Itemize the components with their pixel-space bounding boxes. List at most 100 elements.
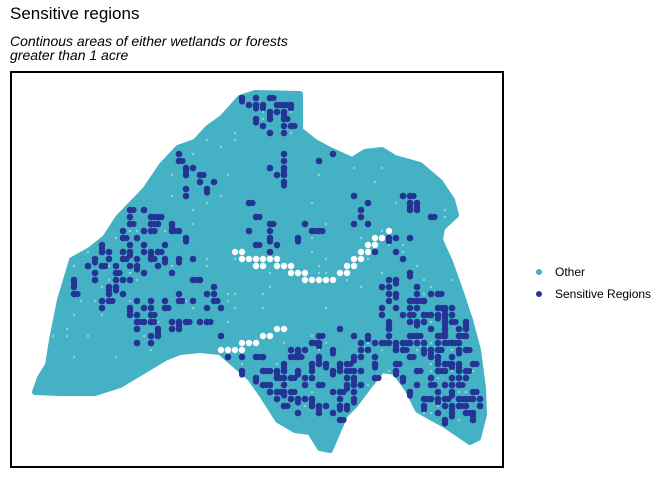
sensitive-region-dot bbox=[413, 290, 421, 298]
sensitive-region-dot bbox=[280, 157, 288, 165]
sensitive-region-dot bbox=[417, 367, 424, 375]
sensitive-region-dot bbox=[175, 227, 183, 235]
sensitive-region-dot bbox=[315, 343, 323, 350]
legend: Other Sensitive Regions bbox=[532, 261, 651, 305]
other-region-speck bbox=[366, 383, 370, 387]
sensitive-region-dot bbox=[175, 150, 183, 158]
sensitive-region-dot bbox=[252, 94, 260, 102]
sensitive-region-dot bbox=[200, 171, 207, 179]
other-region-speck bbox=[226, 173, 230, 177]
sensitive-region-dot bbox=[308, 374, 316, 382]
other-region-speck bbox=[352, 166, 356, 170]
sensitive-region-dot bbox=[151, 227, 158, 235]
sensitive-region-dot bbox=[133, 255, 141, 263]
sensitive-region-dot bbox=[434, 360, 442, 368]
sensitive-region-dot bbox=[151, 311, 158, 319]
sensitive-region-dot bbox=[340, 388, 347, 396]
sensitive-region-dot bbox=[385, 283, 393, 291]
sensitive-region-dot bbox=[357, 339, 365, 347]
other-region-speck bbox=[471, 369, 475, 373]
sensitive-region-dot bbox=[417, 332, 424, 340]
sensitive-region-dot bbox=[291, 374, 298, 382]
sensitive-region-dot bbox=[364, 336, 372, 343]
other-region-speck bbox=[233, 131, 237, 135]
sensitive-region-dot bbox=[431, 381, 438, 389]
sensitive-region-dot bbox=[455, 325, 463, 333]
other-region-speck bbox=[156, 320, 160, 324]
other-region-speck bbox=[233, 292, 237, 296]
other-region-speck bbox=[100, 313, 104, 317]
other-region-speck bbox=[191, 222, 195, 226]
sensitive-region-dot bbox=[385, 290, 393, 298]
sensitive-region-dot bbox=[406, 392, 414, 399]
sensitive-region-dot bbox=[357, 381, 365, 389]
sensitive-region-dot bbox=[413, 283, 421, 291]
other-region-speck bbox=[100, 285, 104, 289]
other-region-speck bbox=[303, 404, 307, 408]
sensitive-region-dot bbox=[427, 290, 435, 298]
sensitive-region-dot bbox=[224, 353, 232, 361]
sensitive-region-dot bbox=[378, 311, 386, 319]
map-gap-dot bbox=[336, 269, 344, 277]
sensitive-region-dot bbox=[336, 406, 344, 413]
sensitive-region-dot bbox=[196, 276, 204, 284]
map-gap-dot bbox=[273, 262, 281, 270]
sensitive-region-dot bbox=[280, 182, 288, 189]
sensitive-region-dot bbox=[403, 346, 410, 354]
sensitive-region-dot bbox=[119, 227, 127, 235]
sensitive-region-dot bbox=[336, 395, 344, 403]
sensitive-region-dot bbox=[336, 325, 344, 333]
sensitive-region-dot bbox=[140, 269, 148, 277]
map-gap-dot bbox=[266, 255, 274, 263]
sensitive-region-dot bbox=[322, 402, 330, 410]
sensitive-region-dot bbox=[385, 332, 393, 340]
sensitive-region-dot bbox=[315, 409, 323, 417]
sensitive-region-dot bbox=[259, 122, 267, 130]
map-gap-dot bbox=[252, 339, 260, 347]
other-region-speck bbox=[324, 271, 328, 275]
other-region-speck bbox=[324, 222, 328, 226]
sensitive-region-dot bbox=[448, 304, 456, 312]
sensitive-region-dot bbox=[182, 192, 190, 200]
sensitive-region-dot bbox=[182, 171, 190, 179]
other-region-speck bbox=[135, 278, 139, 282]
sensitive-region-dot bbox=[119, 248, 127, 256]
other-region-speck bbox=[128, 229, 132, 233]
other-region-speck bbox=[436, 404, 440, 408]
sensitive-region-dot bbox=[249, 199, 256, 207]
other-region-speck bbox=[366, 341, 370, 345]
sensitive-region-dot bbox=[168, 269, 176, 277]
other-region-speck bbox=[310, 334, 314, 338]
other-region-speck bbox=[191, 152, 195, 156]
other-region-speck bbox=[401, 250, 405, 254]
sensitive-region-dot bbox=[109, 297, 116, 305]
other-region-speck bbox=[380, 348, 384, 352]
sensitive-region-dot bbox=[158, 248, 165, 256]
map-subtitle: Continous areas of either wetlands or fo… bbox=[10, 34, 288, 62]
other-region-speck bbox=[205, 257, 209, 261]
other-region-speck bbox=[345, 278, 349, 282]
other-region-speck bbox=[380, 166, 384, 170]
sensitive-region-dot bbox=[245, 101, 253, 109]
other-region-speck bbox=[233, 306, 237, 310]
sensitive-region-dot bbox=[280, 374, 288, 382]
other-region-speck bbox=[261, 117, 265, 121]
sensitive-region-dot bbox=[182, 238, 190, 245]
other-region-speck bbox=[114, 236, 118, 240]
sensitive-region-dot bbox=[473, 360, 480, 368]
sensitive-region-dot bbox=[126, 276, 134, 284]
other-region-speck bbox=[107, 278, 111, 282]
sensitive-region-dot bbox=[466, 346, 473, 354]
sensitive-region-dot bbox=[203, 290, 211, 298]
sensitive-region-dot bbox=[189, 164, 197, 172]
sensitive-region-dot bbox=[238, 353, 246, 361]
map-gap-dot bbox=[231, 346, 239, 354]
sensitive-region-dot bbox=[287, 395, 295, 403]
sensitive-region-dot bbox=[70, 283, 78, 291]
sensitive-region-dot bbox=[434, 409, 442, 417]
sensitive-region-dot bbox=[287, 105, 295, 112]
region-map bbox=[32, 90, 487, 453]
sensitive-region-dot bbox=[210, 290, 218, 298]
other-region-speck bbox=[233, 138, 237, 142]
sensitive-region-dot bbox=[294, 409, 302, 417]
